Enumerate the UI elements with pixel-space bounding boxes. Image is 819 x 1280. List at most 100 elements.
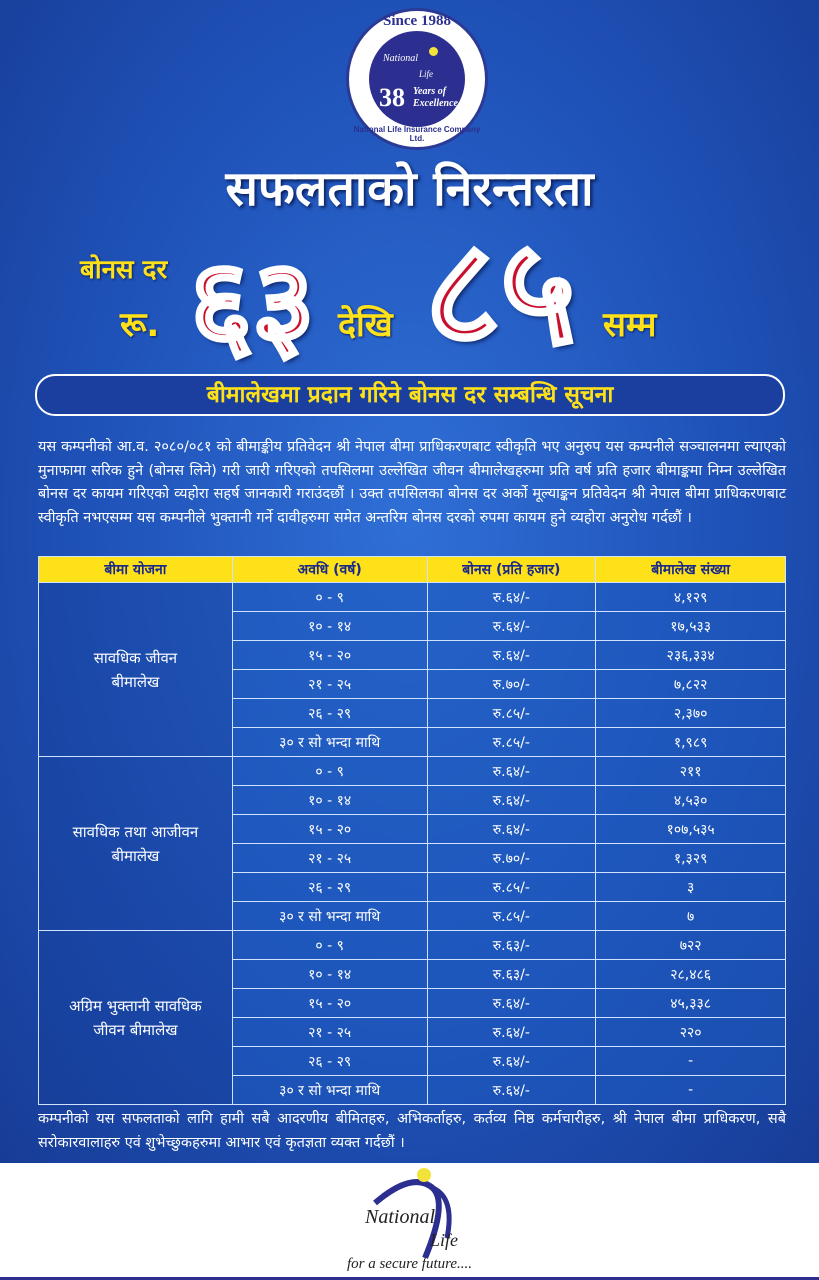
policy-count-cell: २३६,३३४ (595, 640, 786, 670)
table-row: १० - १४ रु.६४/- १७,५३३ (39, 611, 786, 641)
bonus-low: ६३ (188, 235, 317, 374)
tagline: for a secure future.... (346, 1256, 473, 1272)
policy-count-cell: २२० (595, 1017, 786, 1047)
footer: National Life for a secure future.... (0, 1163, 819, 1280)
sun-icon (429, 47, 438, 56)
column-header: अवधि (वर्ष) (231, 556, 428, 583)
bonus-cell: रु.६४/- (426, 611, 597, 641)
bonus-cell: रु.६४/- (426, 1017, 597, 1047)
to-word: सम्म (603, 305, 657, 345)
anniversary-logo: Since 1988 National Life 38 Years of Exce… (346, 8, 488, 150)
term-cell: ० - ९ (231, 582, 428, 612)
term-cell: २६ - २९ (231, 872, 428, 902)
column-header: बीमा योजना (38, 556, 233, 583)
footer-brand-top: National (365, 1206, 436, 1228)
table-row: ३० र सो भन्दा माथि रु.६४/- - (39, 1075, 786, 1105)
bonus-cell: रु.६३/- (426, 930, 597, 960)
logo-ring-text: National Life Insurance Company Ltd. (353, 125, 481, 143)
term-cell: १० - १४ (231, 959, 428, 989)
table-row: १० - १४ रु.६३/- २८,४८६ (39, 959, 786, 989)
subtitle-banner: बीमालेखमा प्रदान गरिने बोनस दर सम्बन्धि … (35, 374, 785, 416)
bonus-cell: रु.६४/- (426, 988, 597, 1018)
poster: Since 1988 National Life 38 Years of Exce… (0, 0, 819, 1163)
plan-name: सावधिक जीवन बीमालेख (38, 582, 233, 757)
headline: सफलताको निरन्तरता (225, 161, 594, 217)
bonus-cell: रु.८५/- (426, 872, 597, 902)
table-row: २१ - २५ रु.७०/- ७,८२२ (39, 669, 786, 699)
logo-brand-top: National (383, 53, 419, 64)
bonus-cell: रु.६३/- (426, 959, 597, 989)
bonus-cell: रु.६४/- (426, 785, 597, 815)
term-cell: १५ - २० (231, 640, 428, 670)
footer-brand-bottom: Life (430, 1230, 459, 1250)
bonus-cell: रु.६४/- (426, 640, 597, 670)
from-word: देखि (338, 305, 393, 345)
policy-count-cell: - (595, 1075, 786, 1105)
bonus-cell: रु.६४/- (426, 1046, 597, 1076)
table-row: सावधिक तथा आजीवन बीमालेख ० - ९ रु.६४/- २११ (38, 756, 786, 931)
policy-count-cell: - (595, 1046, 786, 1076)
bonus-high: ८५ (423, 208, 578, 377)
table-row: ३० र सो भन्दा माथि रु.८५/- १,९८९ (39, 727, 786, 757)
bonus-cell: रु.६४/- (426, 756, 597, 786)
table-row: १५ - २० रु.६४/- १०७,५३५ (39, 814, 786, 844)
table-row: २६ - २९ रु.८५/- २,३७० (39, 698, 786, 728)
policy-count-cell: १७,५३३ (595, 611, 786, 641)
sun-icon (417, 1168, 431, 1182)
policy-count-cell: २११ (595, 756, 786, 786)
bonus-cell: रु.६४/- (426, 582, 597, 612)
term-cell: १५ - २० (231, 814, 428, 844)
table-row: १५ - २० रु.६४/- २३६,३३४ (39, 640, 786, 670)
bonus-cell: रु.७०/- (426, 669, 597, 699)
policy-count-cell: १,३२९ (595, 843, 786, 873)
policy-count-cell: ४५,३३८ (595, 988, 786, 1018)
term-cell: १० - १४ (231, 611, 428, 641)
bonus-table: बीमा योजना अवधि (वर्ष) बोनस (प्रति हजार) बी… (38, 556, 786, 1105)
term-cell: २६ - २९ (231, 698, 428, 728)
term-cell: २१ - २५ (231, 1017, 428, 1047)
bonus-cell: रु.७०/- (426, 843, 597, 873)
table-row: २१ - २५ रु.६४/- २२० (39, 1017, 786, 1047)
column-header: बीमालेख संख्या (595, 556, 786, 583)
policy-count-cell: ३ (595, 872, 786, 902)
table-row: ३० र सो भन्दा माथि रु.८५/- ७ (39, 901, 786, 931)
policy-count-cell: ७२२ (595, 930, 786, 960)
table-row: २६ - २९ रु.६४/- - (39, 1046, 786, 1076)
policy-count-cell: २८,४८६ (595, 959, 786, 989)
term-cell: १० - १४ (231, 785, 428, 815)
term-cell: २१ - २५ (231, 843, 428, 873)
column-header: बोनस (प्रति हजार) (426, 556, 597, 583)
table-row: अग्रिम भुक्तानी सावधिक जीवन बीमालेख ० - ९… (38, 930, 786, 1105)
term-cell: ० - ९ (231, 930, 428, 960)
policy-count-cell: १०७,५३५ (595, 814, 786, 844)
table-row: सावधिक जीवन बीमालेख ० - ९ रु.६४/- ४,१२९ (38, 582, 786, 757)
thanks-paragraph: कम्पनीको यस सफलताको लागि हामी सबै आदरणीय… (38, 1111, 786, 1151)
bonus-cell: रु.८५/- (426, 698, 597, 728)
table-row: २१ - २५ रु.७०/- १,३२९ (39, 843, 786, 873)
policy-count-cell: ४,५३० (595, 785, 786, 815)
intro-paragraph: यस कम्पनीको आ.व. २०८०/०८१ को बीमाङ्कीय प… (38, 439, 786, 526)
table-row: १५ - २० रु.६४/- ४५,३३८ (39, 988, 786, 1018)
currency-label: रू. (120, 305, 160, 345)
logo-years-text: Years of Excellence (413, 86, 458, 109)
table-header: बीमा योजना अवधि (वर्ष) बोनस (प्रति हजार) बी… (38, 556, 786, 583)
national-life-logo: National Life (365, 1168, 465, 1258)
bonus-cell: रु.६४/- (426, 1075, 597, 1105)
logo-brand-bottom: Life (419, 69, 434, 79)
policy-count-cell: १,९८९ (595, 727, 786, 757)
logo-since: Since 1988 (383, 13, 451, 29)
term-cell: २६ - २९ (231, 1046, 428, 1076)
plan-name: अग्रिम भुक्तानी सावधिक जीवन बीमालेख (38, 930, 233, 1105)
plan-name: सावधिक तथा आजीवन बीमालेख (38, 756, 233, 931)
logo-swoosh-icon (373, 1179, 452, 1258)
term-cell: ३० र सो भन्दा माथि (231, 727, 428, 757)
term-cell: ० - ९ (231, 756, 428, 786)
term-cell: ३० र सो भन्दा माथि (231, 1075, 428, 1105)
logo-years: 38 (379, 83, 405, 112)
term-cell: १५ - २० (231, 988, 428, 1018)
policy-count-cell: ७,८२२ (595, 669, 786, 699)
term-cell: २१ - २५ (231, 669, 428, 699)
bonus-cell: रु.८५/- (426, 901, 597, 931)
bonus-cell: रु.८५/- (426, 727, 597, 757)
table-row: २६ - २९ रु.८५/- ३ (39, 872, 786, 902)
